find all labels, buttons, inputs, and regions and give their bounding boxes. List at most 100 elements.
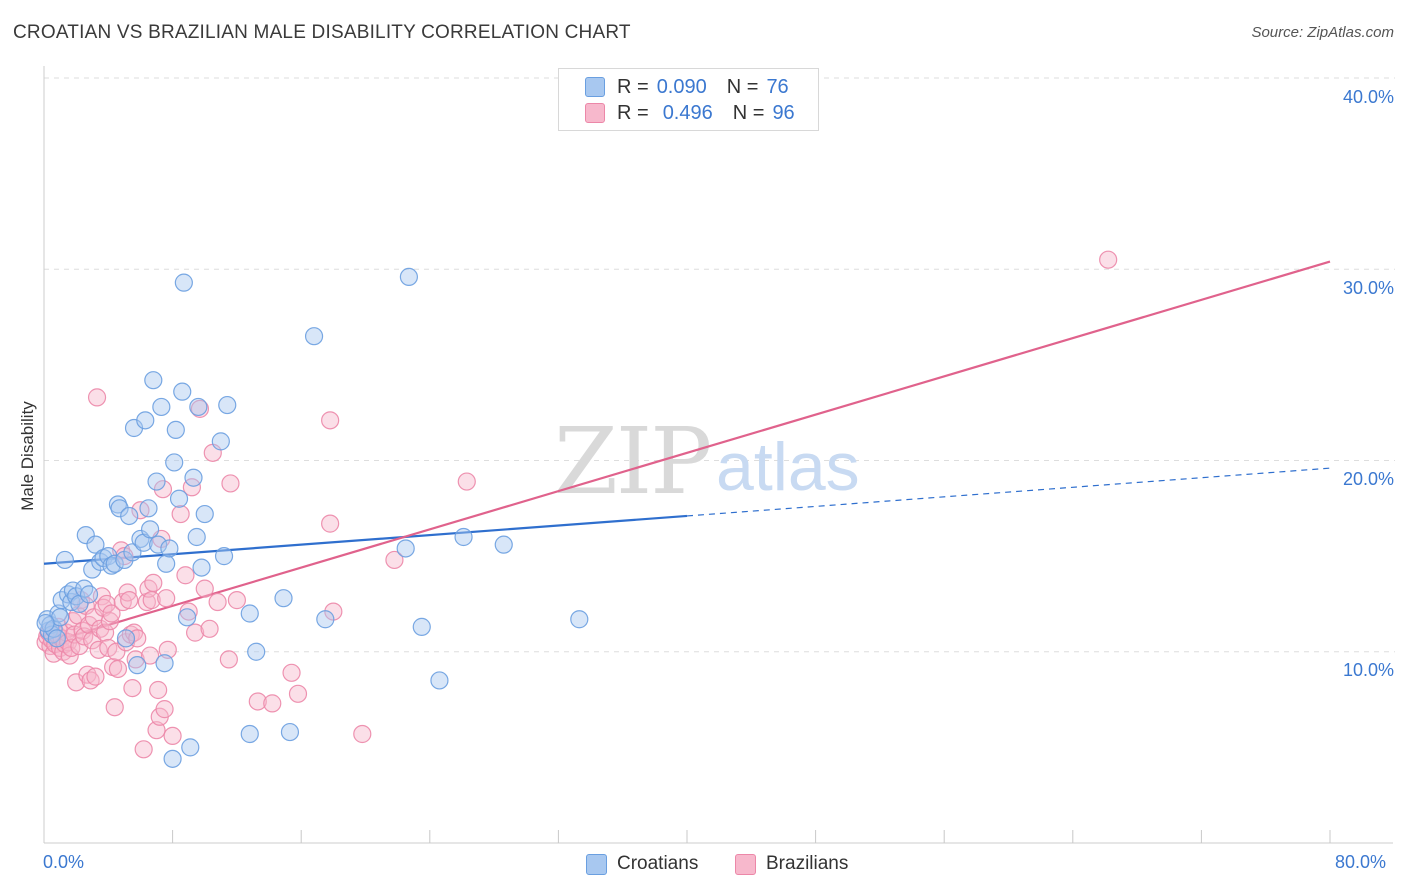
croatian-point: [157, 554, 176, 573]
croatian-point: [396, 539, 415, 558]
brazilian-point: [120, 591, 139, 610]
brazilians-swatch: [585, 103, 605, 123]
brazilian-point: [195, 579, 214, 598]
brazilian-point: [163, 726, 182, 746]
croatians-swatch: [586, 853, 607, 875]
croatian-point: [55, 550, 74, 570]
croatian-point: [86, 535, 105, 554]
watermark-atlas: atlas: [716, 429, 860, 505]
n-value: 96: [772, 101, 795, 124]
croatian-point: [247, 642, 266, 661]
brazilian-point: [140, 646, 160, 665]
croatian-point: [494, 535, 513, 554]
brazilian-point: [108, 659, 128, 679]
brazilian-point: [155, 700, 174, 719]
brazilian-point: [221, 474, 240, 493]
croatian-point: [304, 327, 324, 346]
croatian-point: [192, 558, 211, 577]
croatian-point: [128, 656, 147, 675]
croatian-point: [195, 504, 214, 524]
brazilian-point: [60, 646, 79, 665]
croatian-point: [218, 395, 237, 415]
n-value: 76: [766, 75, 789, 98]
croatian-point: [412, 617, 431, 636]
croatian-point: [120, 506, 139, 526]
brazilian-point: [144, 573, 163, 593]
croatian-point: [214, 547, 234, 566]
grid-lines: [44, 77, 1395, 653]
brazilian-point: [176, 566, 195, 585]
brazilian-point: [139, 579, 158, 598]
brazilian-point: [100, 612, 120, 631]
n-label: N =: [732, 101, 765, 124]
croatian-point: [189, 397, 208, 417]
croatian-point: [240, 604, 259, 623]
brazilian-point: [95, 623, 115, 642]
croatian-point: [140, 520, 160, 539]
brazilian-point: [123, 678, 142, 698]
n-label: N =: [726, 75, 759, 98]
brazilian-point: [321, 411, 340, 430]
croatian-point: [173, 382, 192, 401]
croatian-point: [136, 411, 155, 430]
croatians-trend-extension: [686, 467, 1331, 517]
croatian-point: [105, 554, 124, 573]
brazilian-point: [118, 583, 137, 602]
croatian-point: [187, 527, 206, 547]
x-tick-min: 0.0%: [43, 852, 85, 872]
brazilian-point: [86, 667, 105, 686]
croatian-point: [152, 397, 171, 417]
croatian-point: [240, 724, 259, 744]
brazilian-point: [113, 592, 132, 612]
brazilian-point: [102, 604, 121, 623]
croatian-point: [211, 432, 230, 451]
brazilian-point: [97, 594, 116, 614]
croatian-point: [165, 453, 184, 472]
brazilian-point: [457, 472, 476, 491]
legend-row-brazilians: R = 0.496 N = 96: [585, 100, 795, 126]
brazilian-point: [149, 680, 168, 700]
croatian-point: [177, 608, 197, 627]
brazilian-point: [282, 663, 301, 682]
watermark: ZIP atlas: [554, 408, 860, 515]
croatian-point: [570, 610, 589, 629]
y-tick-40: 40.0%: [1342, 87, 1394, 107]
brazilian-point: [87, 388, 107, 407]
croatian-point: [169, 489, 189, 508]
brazilian-point: [227, 591, 246, 610]
croatian-point: [163, 749, 182, 768]
brazilian-point: [186, 623, 205, 642]
legend-stats: R = 0.090 N = 76 R = 0.496 N = 96: [558, 68, 819, 131]
brazilians-points: [36, 250, 1118, 759]
croatian-point: [430, 671, 449, 690]
croatian-point: [36, 613, 55, 633]
croatian-point: [147, 472, 166, 491]
brazilian-point: [248, 692, 267, 711]
trend-lines: [43, 260, 1331, 646]
y-axis-label: Male Disability: [18, 401, 37, 511]
brazilian-point: [171, 504, 190, 524]
croatian-point: [399, 267, 419, 286]
croatian-point: [454, 527, 473, 547]
brazilian-point: [385, 550, 404, 570]
croatian-point: [155, 654, 174, 673]
brazilians-trend-line: [43, 260, 1331, 646]
croatian-point: [181, 738, 200, 757]
chart-title: CROATIAN VS BRAZILIAN MALE DISABILITY CO…: [13, 22, 631, 43]
croatian-point: [174, 273, 193, 292]
croatian-point: [144, 371, 163, 390]
r-value: 0.496: [662, 101, 713, 124]
r-label: R =: [617, 75, 649, 98]
legend-item-brazilians[interactable]: Brazilians: [735, 851, 848, 877]
r-value: 0.090: [656, 75, 707, 98]
brazilian-point: [157, 589, 176, 608]
brazilian-point: [353, 724, 372, 744]
croatians-trend-line: [43, 514, 688, 565]
croatian-point: [149, 535, 168, 554]
croatian-point: [116, 629, 136, 648]
legend-item-croatians[interactable]: Croatians: [586, 851, 698, 877]
legend-row-croatians: R = 0.090 N = 76: [585, 74, 789, 100]
brazilians-label: Brazilians: [766, 853, 849, 874]
croatian-point: [316, 610, 335, 629]
